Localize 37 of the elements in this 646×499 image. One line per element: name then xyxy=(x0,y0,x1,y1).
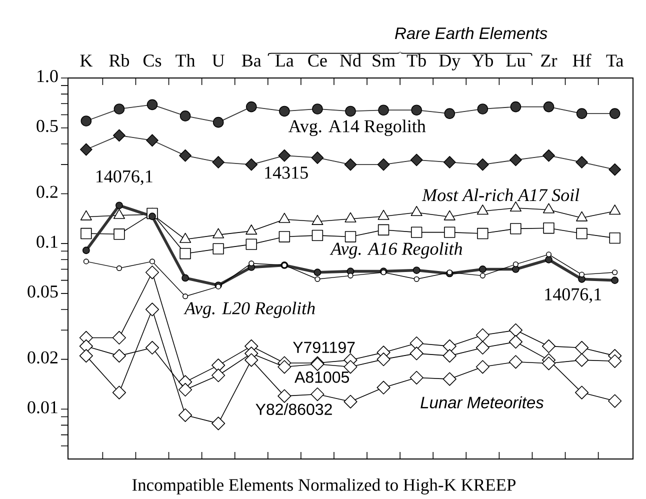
series-label: Avg. L20 Regolith xyxy=(184,302,315,318)
y-tick-label: 0.05 xyxy=(28,285,58,298)
series-label: Avg. A14 Regolith xyxy=(288,120,426,136)
text: 14076,1 xyxy=(96,170,152,186)
x-tick-label: Rb xyxy=(109,54,130,67)
y-tick-label: 1.0 xyxy=(38,70,58,82)
series-label: A81005 xyxy=(294,372,349,383)
series-label: 14315 xyxy=(265,166,308,179)
series-label: Y82/86032 xyxy=(256,403,332,416)
x-axis-title: Incompatible Elements Normalized to High-K KREEP xyxy=(132,478,516,494)
x-tick-label: Nd xyxy=(340,54,362,67)
series-label: Y791197 xyxy=(292,342,355,354)
x-tick-label: Cs xyxy=(143,54,162,67)
y-tick-label: 0.2 xyxy=(36,186,58,198)
series-label: 14076,1 xyxy=(545,288,602,303)
series-label: Most Al-rich A17 Soil xyxy=(422,188,580,202)
x-tick-label: Zr xyxy=(541,54,558,66)
x-tick-label: Th xyxy=(176,54,196,66)
x-tick-label: Sm xyxy=(372,54,396,67)
x-tick-label: Dy xyxy=(439,54,461,70)
y-tick-label: 0.01 xyxy=(28,401,58,414)
x-tick-label: Lu xyxy=(506,54,526,67)
y-tick-label: 0.02 xyxy=(28,351,58,364)
x-tick-label: Ta xyxy=(606,54,624,67)
annotation: Lunar Meteorites xyxy=(420,396,544,408)
x-tick-label: Hf xyxy=(572,54,592,66)
x-tick-label: Tb xyxy=(406,54,426,67)
y-tick-label: 0.5 xyxy=(36,120,58,132)
x-tick-label: Ce xyxy=(308,54,327,67)
text: Rare Earth Elements xyxy=(395,26,548,40)
x-tick-label: Yb xyxy=(472,54,493,67)
x-tick-label: La xyxy=(275,54,294,67)
x-tick-label: K xyxy=(80,54,92,66)
x-tick-label: U xyxy=(212,54,224,67)
series-label: Avg. A16 Regolith xyxy=(330,242,462,259)
y-tick-label: 0.1 xyxy=(36,236,58,248)
x-tick-label: Ba xyxy=(242,54,262,67)
